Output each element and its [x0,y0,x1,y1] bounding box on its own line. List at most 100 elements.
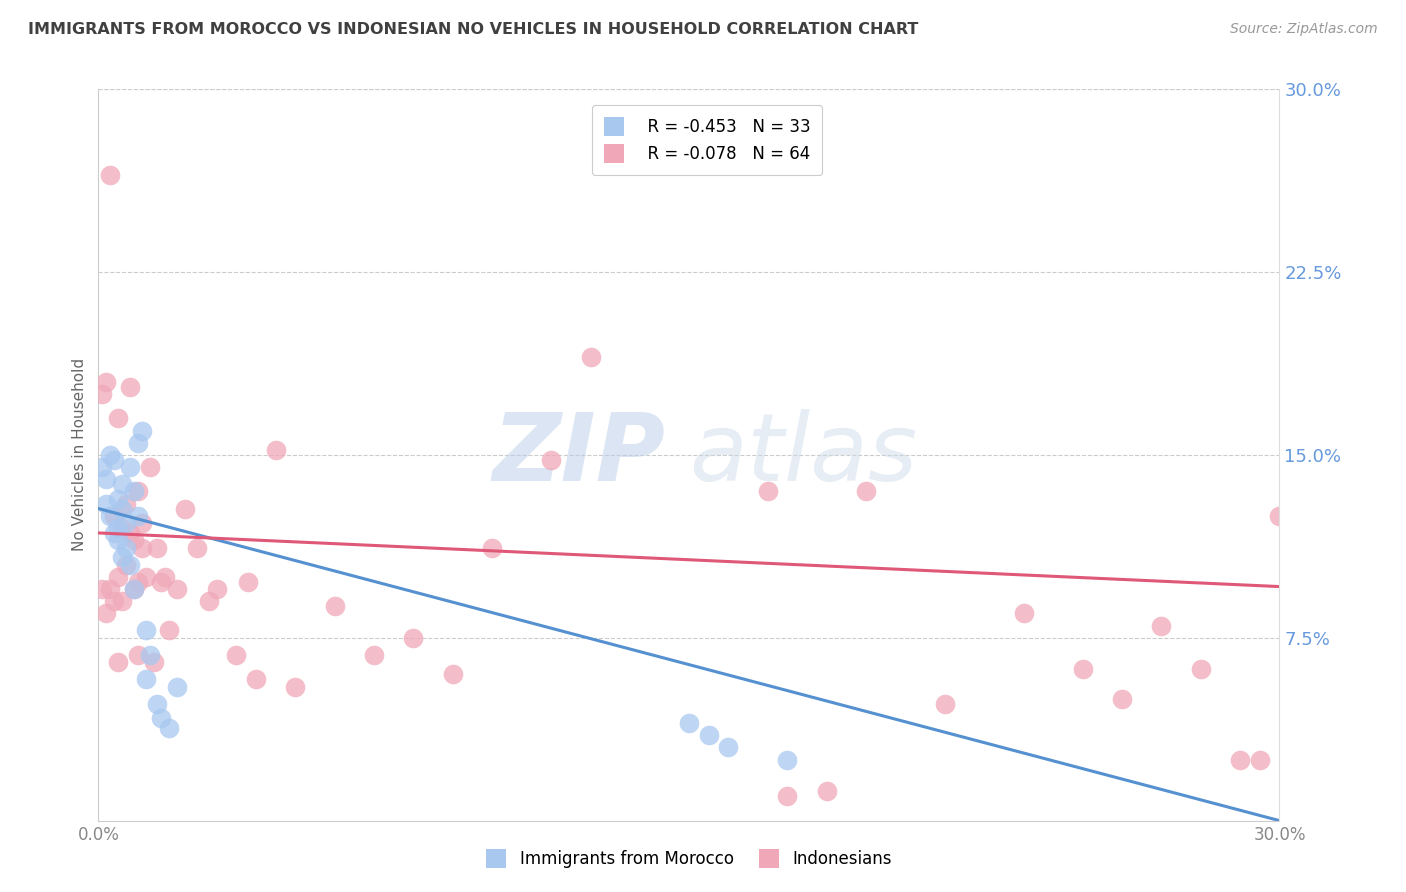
Point [103,525,125,540]
Point [1229,753,1251,767]
Point [323,599,346,613]
Point [127,648,149,662]
Point [96,607,118,621]
Point [138,648,160,662]
Point [115,516,138,531]
Point [402,631,425,645]
Point [115,497,138,511]
Point [174,501,197,516]
Point [96,375,118,389]
Point [1249,753,1271,767]
Point [197,594,219,608]
Point [103,594,125,608]
Point [146,697,169,711]
Point [855,484,877,499]
Point [107,655,129,669]
Point [91,460,114,475]
Text: IMMIGRANTS FROM MOROCCO VS INDONESIAN NO VEHICLES IN HOUSEHOLD CORRELATION CHART: IMMIGRANTS FROM MOROCCO VS INDONESIAN NO… [28,22,918,37]
Y-axis label: No Vehicles in Household: No Vehicles in Household [72,359,87,551]
Point [103,508,125,523]
Point [815,784,838,798]
Point [155,570,177,584]
Point [284,680,307,694]
Point [135,624,157,638]
Point [122,582,145,596]
Point [111,521,134,535]
Point [118,525,141,540]
Point [441,667,464,681]
Point [1111,691,1133,706]
Text: ZIP: ZIP [492,409,665,501]
Point [91,387,114,401]
Text: atlas: atlas [689,409,917,500]
Point [225,648,247,662]
Point [245,672,267,686]
Point [107,491,129,506]
Point [98,582,121,596]
Point [118,558,141,572]
Point [776,789,799,804]
Point [111,477,134,491]
Point [1012,607,1035,621]
Point [717,740,740,755]
Point [1071,663,1094,677]
Point [638,155,661,169]
Point [115,541,138,555]
Point [115,558,138,572]
Point [127,574,149,589]
Point [118,460,141,475]
Point [107,533,129,548]
Point [96,472,118,486]
Point [1189,663,1212,677]
Point [107,521,129,535]
Point [135,672,157,686]
Point [118,379,141,393]
Point [1150,618,1173,632]
Point [98,448,121,462]
Point [737,151,759,165]
Point [166,582,188,596]
Legend: Immigrants from Morocco, Indonesians: Immigrants from Morocco, Indonesians [479,842,898,874]
Point [96,497,118,511]
Point [107,411,129,425]
Text: Source: ZipAtlas.com: Source: ZipAtlas.com [1230,22,1378,37]
Point [157,624,180,638]
Point [131,516,153,531]
Point [934,697,956,711]
Point [1268,508,1291,523]
Point [138,460,160,475]
Point [776,753,799,767]
Point [697,728,720,742]
Point [150,574,173,589]
Point [111,550,134,565]
Point [146,541,169,555]
Point [142,655,165,669]
Point [481,541,503,555]
Point [98,168,121,182]
Point [127,484,149,499]
Point [103,452,125,467]
Point [150,711,173,725]
Point [678,716,700,731]
Point [122,484,145,499]
Point [186,541,208,555]
Point [131,541,153,555]
Point [127,435,149,450]
Point [122,533,145,548]
Point [363,648,385,662]
Point [678,155,700,169]
Point [127,508,149,523]
Point [135,570,157,584]
Point [756,484,779,499]
Point [131,424,153,438]
Point [157,721,180,735]
Point [579,351,602,365]
Point [91,582,114,596]
Point [166,680,188,694]
Point [107,570,129,584]
Point [205,582,228,596]
Point [264,443,287,458]
Point [122,582,145,596]
Point [98,508,121,523]
Point [111,501,134,516]
